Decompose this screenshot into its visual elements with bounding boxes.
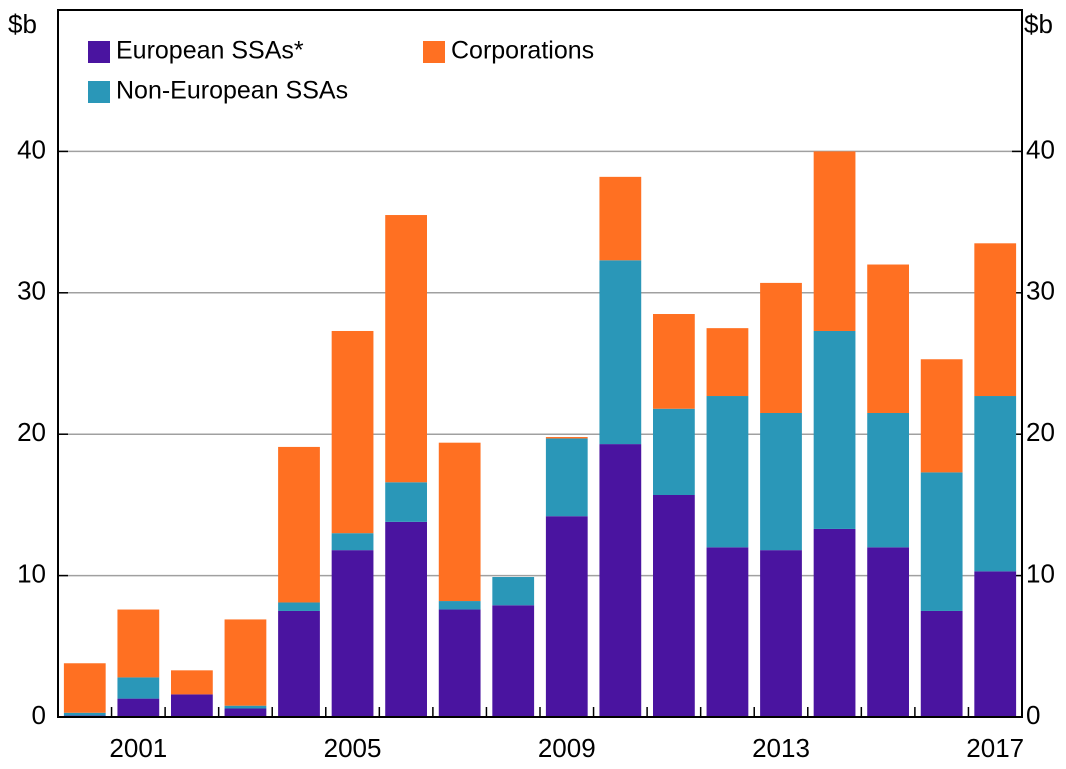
bar-segment [706, 328, 749, 397]
bar-segment [63, 663, 106, 713]
bar-segment [331, 330, 374, 534]
bar-segment [974, 571, 1017, 717]
y2-axis-label: $b [1024, 9, 1053, 39]
bar-segment [653, 495, 695, 717]
bar-segment [331, 533, 374, 551]
y2-tick-label: 20 [1026, 417, 1055, 447]
bar-segment [492, 577, 535, 606]
bar-segment [760, 282, 802, 413]
bar-segment [224, 708, 267, 717]
y-tick-label: 40 [17, 134, 46, 164]
bar-segment [706, 547, 749, 717]
y-tick-label: 0 [32, 700, 46, 730]
y2-tick-label: 10 [1026, 558, 1055, 588]
bar-segment [224, 705, 267, 709]
bar-segment [385, 521, 427, 717]
bar-segment [813, 330, 856, 529]
bar-segment [545, 437, 588, 439]
x-tick-label: 2017 [966, 733, 1024, 763]
y-tick-label: 20 [17, 417, 46, 447]
legend-swatch [88, 81, 110, 103]
x-tick-label: 2013 [752, 733, 810, 763]
bar-segment [599, 260, 642, 445]
bar-segment [224, 619, 267, 706]
y2-tick-label: 40 [1026, 134, 1055, 164]
bar-segment [920, 472, 963, 611]
bar-segment [920, 359, 963, 473]
legend-swatch [88, 41, 110, 63]
bar-segment [278, 610, 320, 717]
plot-frame [57, 9, 1023, 718]
bar-segment [813, 151, 856, 331]
bar-segment [813, 528, 856, 717]
x-tick-label: 2009 [538, 733, 596, 763]
bar-segment [920, 610, 963, 717]
bar-segment [545, 516, 588, 717]
legend-label: Corporations [451, 37, 594, 65]
bar-segment [117, 698, 160, 717]
bar-segment [545, 438, 588, 517]
bar-segment [974, 243, 1017, 397]
bar-segment [653, 314, 695, 409]
bar-segment [385, 215, 427, 483]
bar-segment [599, 444, 642, 717]
bar-segment [492, 605, 535, 717]
bar-segment [438, 609, 481, 717]
legend-label: European SSAs* [116, 37, 304, 65]
bar-segment [706, 396, 749, 548]
y-tick-label: 30 [17, 276, 46, 306]
bar-segment [867, 412, 909, 548]
bar-segment [760, 412, 802, 551]
bar-segment [438, 601, 481, 610]
bar-segment [278, 602, 320, 611]
bar-segment [974, 396, 1017, 572]
bar-segment [760, 550, 802, 717]
bar-segment [117, 677, 160, 699]
legend-label: Non-European SSAs [116, 77, 348, 105]
bar-segment [171, 694, 213, 717]
bar-segment [438, 442, 481, 602]
bar-segment [117, 609, 160, 678]
bar-segment [867, 547, 909, 717]
x-tick-label: 2001 [109, 733, 167, 763]
y-tick-label: 10 [17, 558, 46, 588]
y-axis-label: $b [8, 9, 37, 39]
y2-tick-label: 0 [1026, 700, 1040, 730]
bar-segment [385, 482, 427, 522]
legend-swatch [423, 41, 445, 63]
bar-segment [278, 446, 320, 603]
bar-segment [331, 550, 374, 717]
bar-segment [171, 670, 213, 695]
bar-segment [63, 712, 106, 716]
bar-segment [599, 176, 642, 261]
x-tick-label: 2005 [324, 733, 382, 763]
bar-segment [653, 408, 695, 496]
y2-tick-label: 30 [1026, 276, 1055, 306]
bar-segment [867, 264, 909, 413]
